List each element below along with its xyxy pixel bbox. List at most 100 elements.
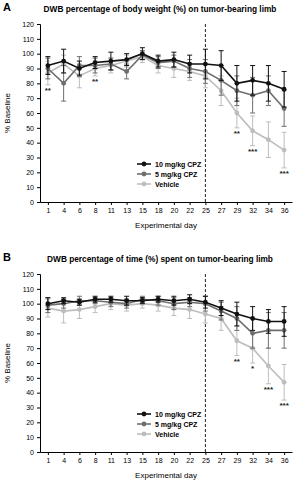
point xyxy=(187,307,192,312)
error-bar xyxy=(45,57,50,75)
y-tick-label: 40 xyxy=(26,389,34,396)
x-tick-label: 13 xyxy=(123,207,131,214)
y-tick-label: 20 xyxy=(26,419,34,426)
panel-label: A xyxy=(3,1,11,13)
y-tick: 20 xyxy=(26,419,40,426)
error-bar xyxy=(140,48,145,60)
significance-mark: *** xyxy=(264,385,274,394)
y-tick: 30 xyxy=(26,404,40,411)
x-tick-mark xyxy=(95,452,96,455)
y-tick: 80 xyxy=(26,330,40,337)
y-tick-label: 90 xyxy=(26,315,34,322)
x-tick: 20 xyxy=(170,452,178,464)
y-tick: 120 xyxy=(22,271,40,278)
y-tick-label: 110 xyxy=(23,36,34,43)
x-tick-mark xyxy=(253,452,254,455)
x-tick-label: 32 xyxy=(249,207,257,214)
point xyxy=(61,59,66,64)
x-tick: 34 xyxy=(265,452,273,464)
x-tick-mark xyxy=(221,452,222,455)
x-tick-label: 8 xyxy=(94,457,98,464)
x-tick-label: 11 xyxy=(108,457,115,464)
x-tick-mark xyxy=(158,452,159,455)
y-tick-label: 20 xyxy=(26,169,34,176)
point xyxy=(61,309,66,314)
y-tick-label: 120 xyxy=(22,21,34,28)
x-tick-mark xyxy=(268,202,269,205)
y-tick: 70 xyxy=(26,345,40,352)
y-tick: 50 xyxy=(26,125,40,132)
x-tick-label: 22 xyxy=(186,457,194,464)
y-tick-mark xyxy=(37,202,40,203)
x-tick-mark xyxy=(64,452,65,455)
y-tick-mark xyxy=(37,319,40,320)
y-tick-label: 100 xyxy=(22,50,34,57)
y-tick-label: 80 xyxy=(26,80,34,87)
y-tick: 60 xyxy=(26,360,40,367)
point xyxy=(140,51,145,56)
legend-item: 10 mg/kg CPZ xyxy=(137,161,202,169)
x-tick-label: 18 xyxy=(155,207,163,214)
error-bar xyxy=(156,55,161,67)
y-tick-label: 50 xyxy=(26,125,34,132)
y-tick-label: 0 xyxy=(30,449,34,456)
legend-label: 5 mg/kg CPZ xyxy=(155,421,198,429)
series-line xyxy=(48,299,284,321)
x-tick-mark xyxy=(48,202,49,205)
y-tick-mark xyxy=(37,98,40,99)
x-tick: 36 xyxy=(281,452,289,464)
y-tick-mark xyxy=(37,393,40,394)
error-bar xyxy=(93,57,98,69)
x-tick-label: 1 xyxy=(46,457,50,464)
error-bar xyxy=(282,307,287,337)
error-bar xyxy=(61,298,66,304)
y-tick: 70 xyxy=(26,95,40,102)
x-tick-mark xyxy=(174,202,175,205)
y-tick-label: 60 xyxy=(26,360,34,367)
y-tick-mark xyxy=(37,158,40,159)
y-tick-label: 70 xyxy=(26,345,34,352)
x-tick-label: 13 xyxy=(123,457,131,464)
y-tick-label: 110 xyxy=(23,286,34,293)
y-tick: 0 xyxy=(30,199,40,206)
legend-label: 5 mg/kg CPZ xyxy=(155,171,198,179)
point xyxy=(266,137,271,142)
point xyxy=(266,364,271,369)
legend-label: Vehicle xyxy=(155,181,179,188)
x-tick-label: 34 xyxy=(265,207,273,214)
point xyxy=(282,319,287,324)
error-bar xyxy=(187,55,192,73)
y-tick-mark xyxy=(37,452,40,453)
x-tick: 36 xyxy=(281,202,289,214)
point xyxy=(61,298,66,303)
error-bar xyxy=(250,66,255,96)
error-bar xyxy=(282,71,287,107)
point xyxy=(45,63,50,68)
x-tick: 8 xyxy=(94,202,98,214)
legend-marker xyxy=(142,412,147,417)
point xyxy=(108,59,113,64)
x-tick-label: 29 xyxy=(233,457,241,464)
x-tick-label: 11 xyxy=(108,207,115,214)
series-line xyxy=(48,54,284,90)
point xyxy=(234,338,239,343)
series xyxy=(45,51,286,127)
y-tick: 90 xyxy=(26,315,40,322)
error-bar xyxy=(282,132,287,168)
x-tick: 32 xyxy=(249,452,257,464)
y-tick-label: 120 xyxy=(22,271,34,278)
x-tick-mark xyxy=(190,202,191,205)
y-tick-mark xyxy=(37,304,40,305)
x-tick: 27 xyxy=(218,452,226,464)
y-tick-mark xyxy=(37,437,40,438)
y-tick: 10 xyxy=(26,434,40,441)
x-tick-label: 15 xyxy=(139,457,147,464)
legend-item: 5 mg/kg CPZ xyxy=(137,421,198,429)
point xyxy=(93,304,98,309)
point xyxy=(266,319,271,324)
y-axis-line xyxy=(37,275,41,453)
point xyxy=(203,300,208,305)
point xyxy=(234,111,239,116)
y-tick-label: 60 xyxy=(26,110,34,117)
point xyxy=(156,59,161,64)
